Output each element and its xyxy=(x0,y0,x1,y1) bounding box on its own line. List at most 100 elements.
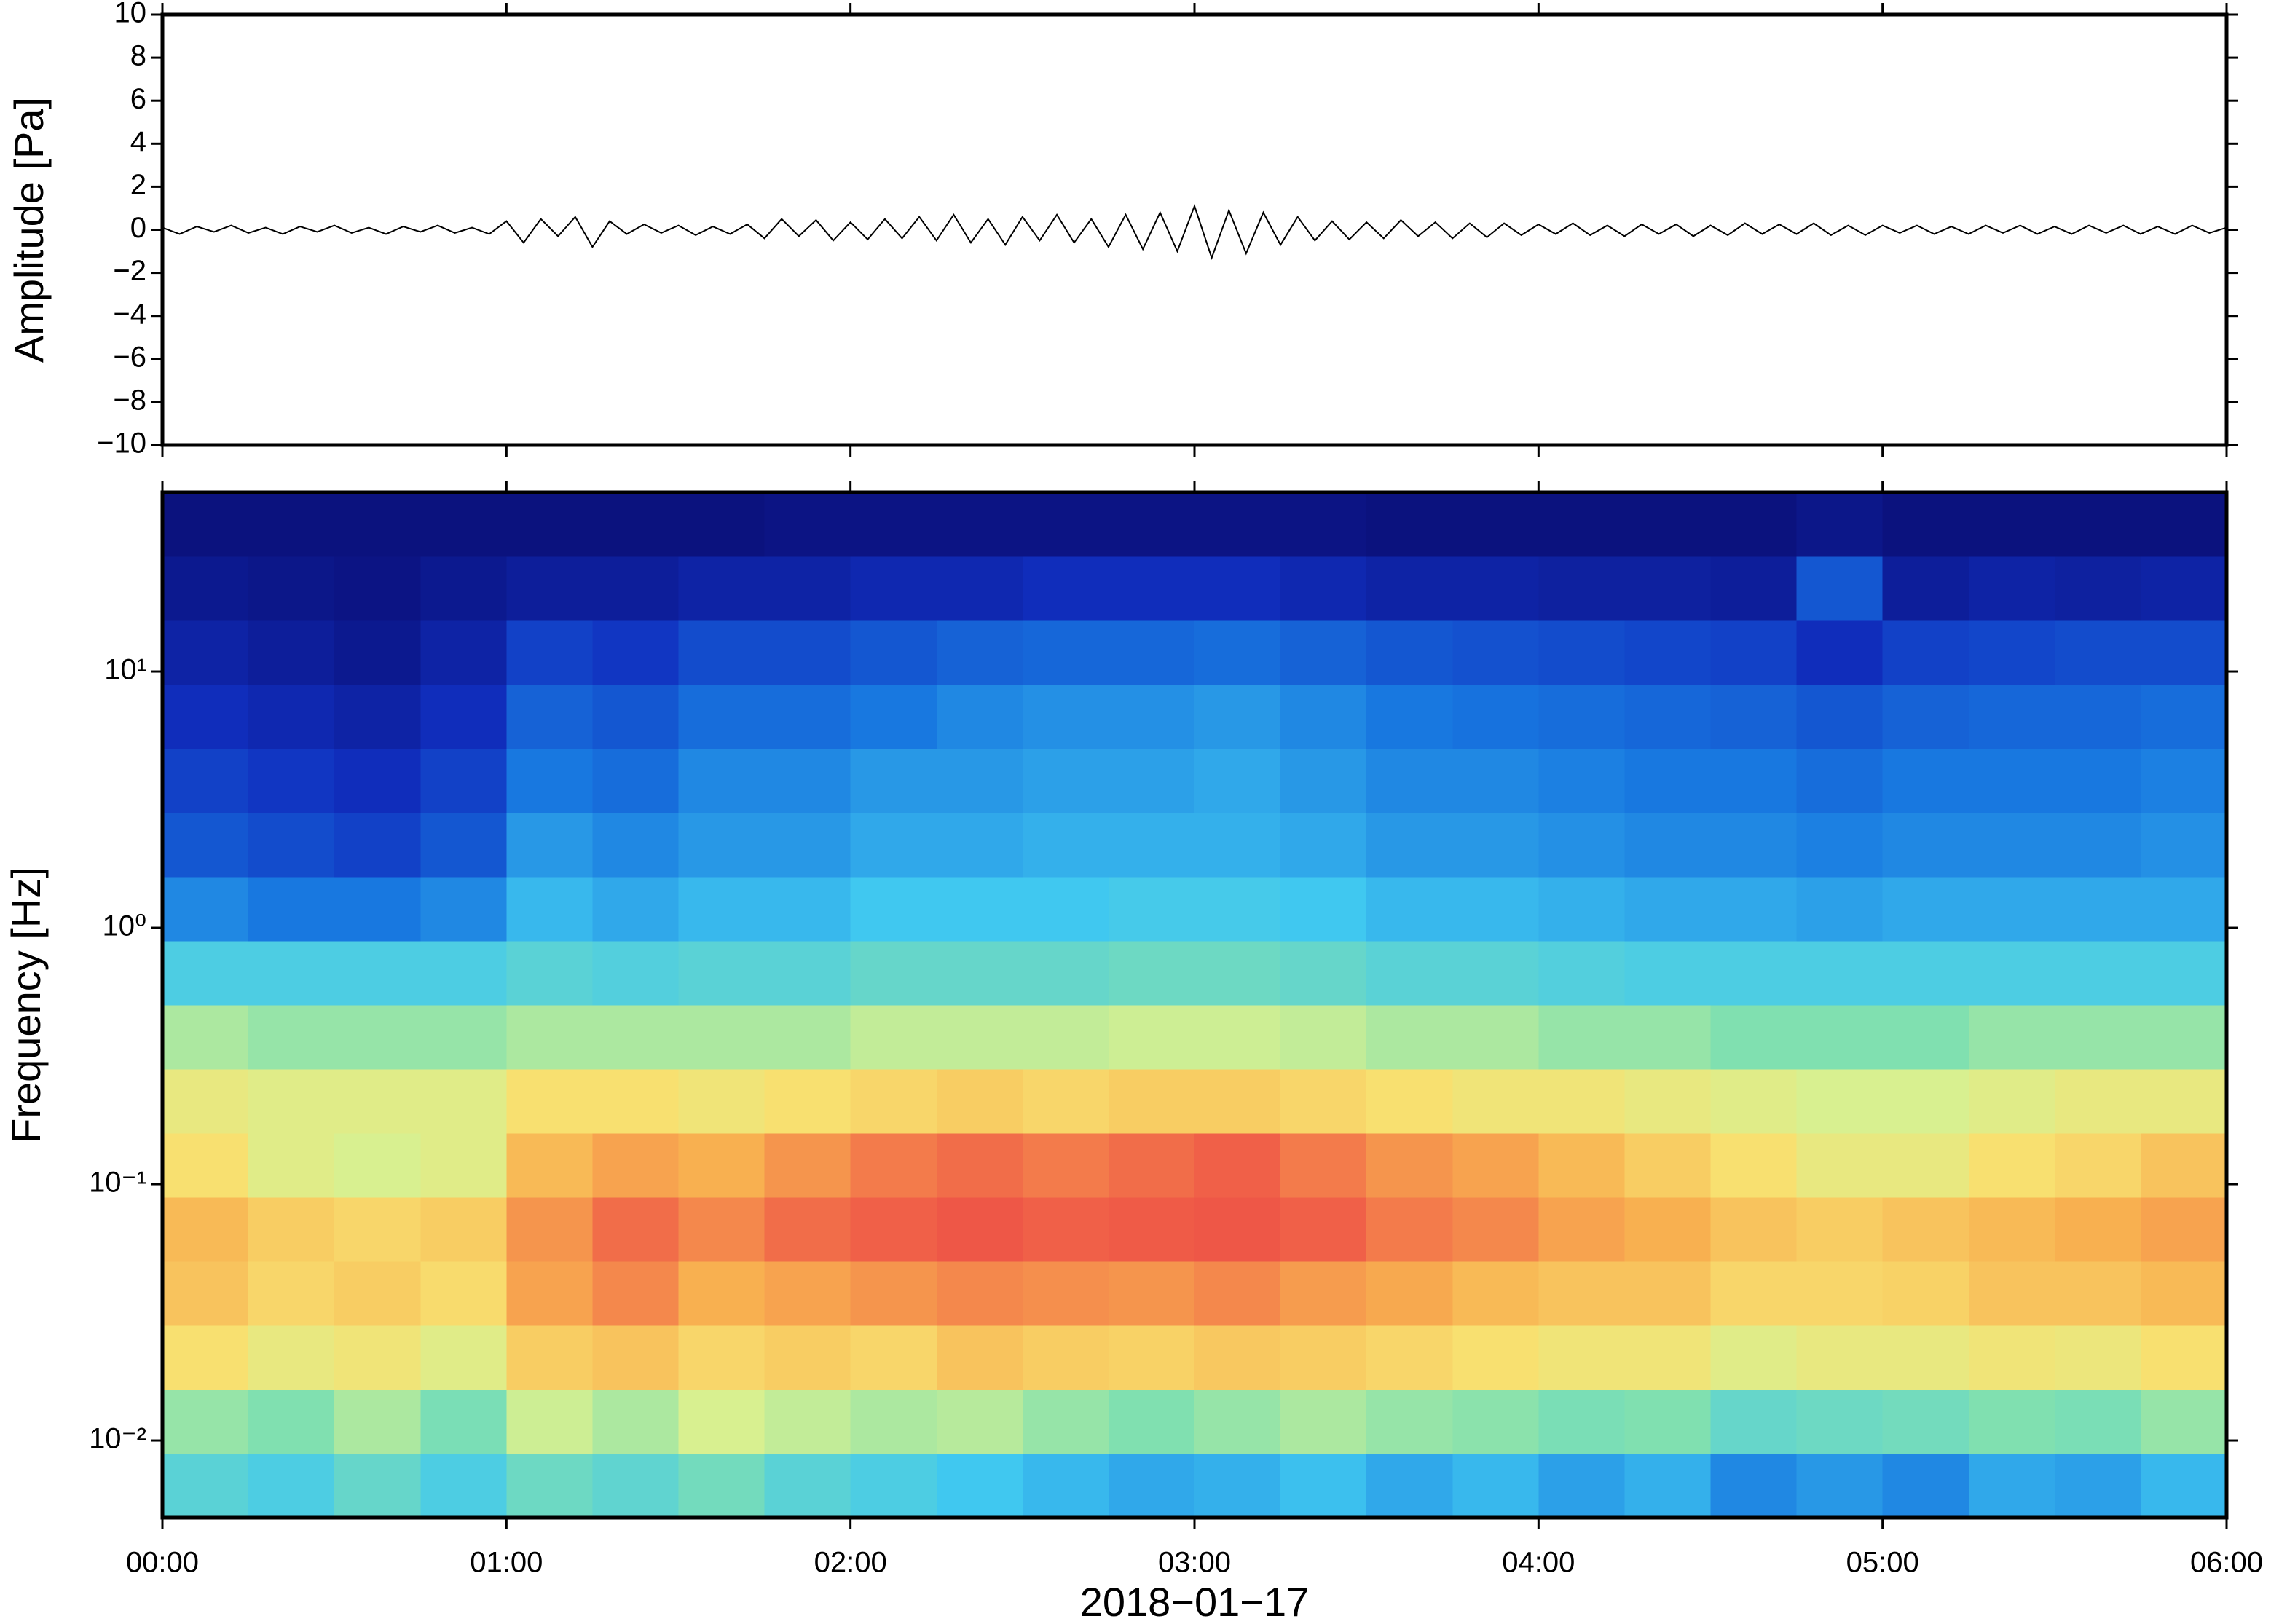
spectrogram-cell xyxy=(162,1005,249,1070)
spectrogram-cell xyxy=(1882,877,1969,942)
spectrogram-cell xyxy=(2140,813,2227,878)
waveform xyxy=(162,204,2227,260)
spectrogram-cell xyxy=(1538,877,1626,942)
spectrogram-cell xyxy=(1108,1005,1195,1070)
spectrogram-cell xyxy=(850,1453,937,1518)
spectrogram-cell xyxy=(2054,1133,2141,1198)
spectrogram-cell xyxy=(1968,1197,2055,1262)
spectrogram-cell xyxy=(1280,492,1367,557)
spectrogram-cell xyxy=(1280,620,1367,685)
spectrogram-cell xyxy=(2140,684,2227,749)
spectrogram-cell xyxy=(2054,813,2141,878)
spectrogram-cell xyxy=(1968,492,2055,557)
spectrogram-cell xyxy=(936,1325,1023,1390)
spectrogram-cell xyxy=(2140,749,2227,813)
spectrogram-cell xyxy=(2054,556,2141,621)
spectrogram-cell xyxy=(936,684,1023,749)
y-tick-label: 10⁻² xyxy=(89,1423,146,1455)
spectrogram-cell xyxy=(1968,620,2055,685)
spectrogram-cell xyxy=(1796,813,1884,878)
spectrogram-cell xyxy=(850,1197,937,1262)
spectrogram-cell xyxy=(1624,749,1712,813)
spectrogram-cell xyxy=(1968,1390,2055,1454)
spectrogram-cell xyxy=(506,620,594,685)
spectrogram-cell xyxy=(2054,1069,2141,1134)
spectrogram-cell xyxy=(248,1005,335,1070)
y-tick-label: −6 xyxy=(113,341,146,373)
spectrogram-cell xyxy=(420,940,507,1006)
spectrogram-cell xyxy=(592,1453,680,1518)
spectrogram-cell xyxy=(2054,684,2141,749)
y-tick-label: 6 xyxy=(130,83,146,115)
spectrogram-cell xyxy=(936,1261,1023,1326)
spectrogram-cell xyxy=(1194,684,1281,749)
spectrogram-cell xyxy=(1452,1325,1539,1390)
y-tick-label: 10¹ xyxy=(104,654,146,686)
spectrogram-cell xyxy=(1108,1453,1195,1518)
spectrogram-cell xyxy=(334,620,421,685)
x-tick-label: 03:00 xyxy=(1158,1547,1231,1579)
spectrogram-cell xyxy=(248,1390,335,1454)
spectrogram-cell xyxy=(592,684,680,749)
spectrogram-cell xyxy=(678,1325,765,1390)
spectrogram-cell xyxy=(764,620,851,685)
spectrogram-cell xyxy=(1194,940,1281,1006)
spectrogram-cell xyxy=(506,1453,594,1518)
spectrogram-cell xyxy=(850,1069,937,1134)
spectrogram-cell xyxy=(1022,556,1109,621)
spectrogram-cell xyxy=(936,1005,1023,1070)
spectrogram-cell xyxy=(678,556,765,621)
spectrogram-cell xyxy=(420,749,507,813)
spectrogram-cell xyxy=(1108,492,1195,557)
spectrogram-cell xyxy=(1968,1261,2055,1326)
spectrogram-cell xyxy=(506,1325,594,1390)
spectrogram-cell xyxy=(1280,684,1367,749)
y-tick-label: 2 xyxy=(130,169,146,201)
spectrogram-cell xyxy=(1108,749,1195,813)
spectrogram-cell xyxy=(420,877,507,942)
spectrogram-cell xyxy=(334,1390,421,1454)
spectrogram-cell xyxy=(1280,1261,1367,1326)
spectrogram-cell xyxy=(2140,1453,2227,1518)
spectrogram-cell xyxy=(1624,813,1712,878)
spectrogram-cell xyxy=(506,1005,594,1070)
spectrogram-cell xyxy=(1796,1133,1884,1198)
y-tick-label: −10 xyxy=(97,427,146,460)
spectrogram-cell xyxy=(334,1197,421,1262)
spectrogram-cell xyxy=(850,1133,937,1198)
spectrogram-cell xyxy=(248,684,335,749)
spectrogram-cell xyxy=(248,813,335,878)
spectrogram-cell xyxy=(1968,1069,2055,1134)
spectrogram-cell xyxy=(1624,1261,1712,1326)
spectrogram-cell xyxy=(1280,1197,1367,1262)
y-tick-label: −2 xyxy=(113,255,146,287)
spectrogram-cell xyxy=(592,492,680,557)
spectrogram-cell xyxy=(162,620,249,685)
spectrogram-cell xyxy=(1710,1390,1798,1454)
spectrogram-cell xyxy=(334,492,421,557)
spectrogram-cell xyxy=(1366,492,1453,557)
spectrogram-cell xyxy=(162,749,249,813)
spectrogram-cell xyxy=(1882,1390,1969,1454)
spectrogram-cell xyxy=(1538,1453,1626,1518)
spectrogram-cell xyxy=(2140,1390,2227,1454)
spectrogram-cell xyxy=(1022,1453,1109,1518)
spectrogram-cell xyxy=(1882,1005,1969,1070)
spectrogram-cell xyxy=(1796,1325,1884,1390)
y-tick-label: 10⁻¹ xyxy=(89,1167,146,1199)
spectrogram-cell xyxy=(334,1005,421,1070)
spectrogram-cell xyxy=(1882,492,1969,557)
spectrogram-cell xyxy=(1538,749,1626,813)
x-tick-label: 01:00 xyxy=(470,1547,543,1579)
spectrogram-cell xyxy=(1280,940,1367,1006)
spectrogram-cell xyxy=(850,1261,937,1326)
y-tick-label: −8 xyxy=(113,384,146,416)
spectrogram-cell xyxy=(850,620,937,685)
x-tick-label: 06:00 xyxy=(2190,1547,2263,1579)
spectrogram-cell xyxy=(1366,684,1453,749)
spectrogram-cell xyxy=(1194,1453,1281,1518)
spectrogram-cell xyxy=(248,1069,335,1134)
spectrogram-cell xyxy=(1452,877,1539,942)
spectrogram-cell xyxy=(850,1005,937,1070)
